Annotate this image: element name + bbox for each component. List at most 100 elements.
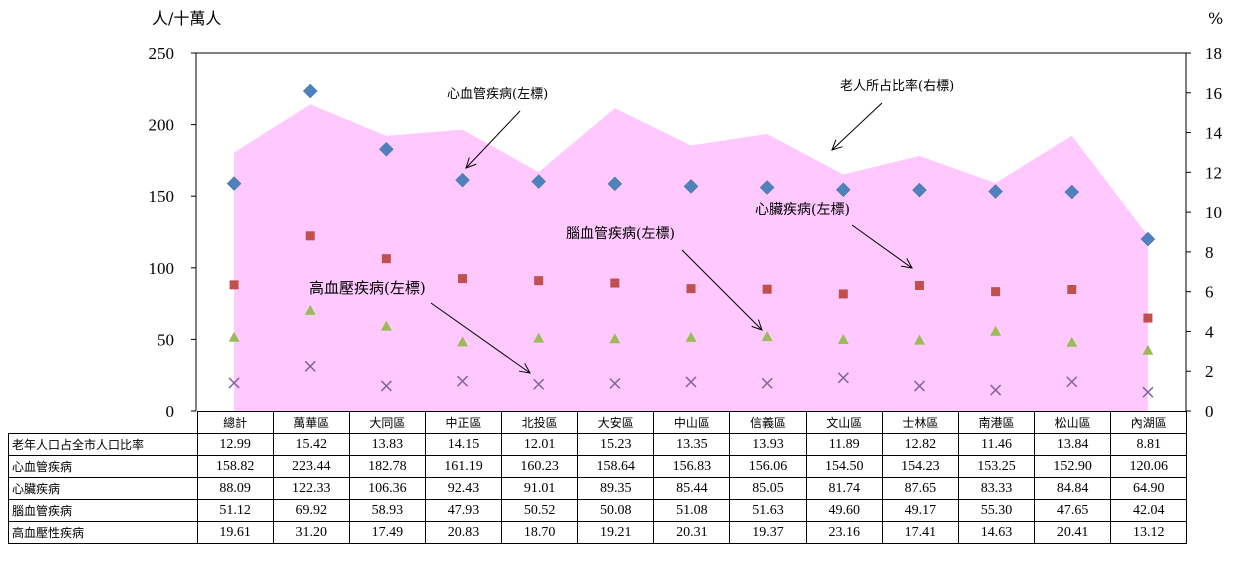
category-label: 士林區 (881, 411, 959, 434)
marker-square (838, 289, 848, 299)
data-cell: 15.23 (577, 433, 655, 456)
data-cell: 42.04 (1110, 499, 1188, 522)
marker-x (609, 377, 621, 390)
marker-diamond (988, 184, 1003, 199)
table-row: 高血壓性疾病 19.61 31.20 17.49 20.83 18.70 19.21 20.3… (8, 521, 1188, 544)
marker-diamond (379, 141, 394, 157)
right-tick-label: 16 (1205, 84, 1222, 103)
marker-x-stroke (1142, 386, 1154, 398)
data-cell: 12.99 (196, 433, 274, 456)
annotation-label: 腦血管疾病(左標) (566, 226, 675, 242)
marker-x (380, 380, 392, 392)
marker-diamond (607, 176, 623, 192)
marker-square (458, 274, 468, 284)
table-corner-cell (8, 411, 198, 434)
data-cell: 47.65 (1034, 499, 1112, 522)
marker-square (914, 280, 924, 290)
area-layer (234, 104, 1148, 412)
marker-triangle (761, 331, 773, 342)
annotation-label: 心血管疾病(左標) (447, 87, 548, 102)
marker-x (761, 377, 773, 389)
right-tick-label: 18 (1205, 44, 1222, 63)
marker-diamond (759, 180, 775, 195)
left-tick-label: 150 (149, 187, 175, 206)
table-row: 腦血管疾病 51.12 69.92 58.93 47.93 50.52 50.08 51.08… (8, 499, 1188, 522)
data-cell: 23.16 (805, 521, 883, 544)
annotation-label: 心臟疾病(左標) (755, 202, 850, 218)
data-cell: 120.06 (1110, 455, 1188, 478)
area-elderly-ratio (234, 104, 1148, 412)
marker-x (533, 378, 545, 390)
series-name-label: 腦血管疾病 (8, 499, 198, 522)
category-label: 中山區 (653, 411, 731, 434)
data-cell: 13.93 (729, 433, 807, 456)
data-cell: 11.46 (957, 433, 1036, 456)
data-cell: 20.83 (424, 521, 503, 544)
data-cell: 8.81 (1110, 433, 1188, 456)
right-tick-label: 8 (1205, 243, 1214, 262)
annotation-arrow (430, 302, 531, 374)
data-cell: 13.35 (653, 433, 731, 456)
category-label: 總計 (196, 411, 274, 434)
right-tick-label: 14 (1205, 124, 1223, 143)
data-cell: 50.52 (501, 499, 579, 522)
data-cell: 161.19 (424, 455, 503, 478)
arrow-shaft (851, 224, 913, 269)
data-cell: 154.23 (881, 455, 959, 478)
marker-x (913, 380, 925, 392)
table-row: 心血管疾病 158.82 223.44 182.78 161.19 160.23 158.6… (8, 455, 1188, 478)
data-cell: 87.65 (881, 477, 959, 500)
data-cell: 18.70 (501, 521, 579, 544)
data-cell: 122.33 (272, 477, 350, 500)
data-cell: 13.83 (348, 433, 426, 456)
marker-square (381, 254, 391, 264)
marker-x (990, 384, 1002, 396)
data-cell: 55.30 (957, 499, 1036, 522)
data-cell: 85.05 (729, 477, 807, 500)
marker-x-stroke (761, 377, 773, 389)
data-cell: 17.41 (881, 521, 959, 544)
marker-x (685, 376, 697, 388)
marker-x-stroke (913, 380, 925, 392)
marker-square (534, 276, 544, 286)
data-cell: 19.61 (196, 521, 274, 544)
data-cell: 58.93 (348, 499, 426, 522)
data-cell: 85.44 (653, 477, 731, 500)
left-unit-label: 人/十萬人 (152, 9, 221, 28)
data-cell: 15.42 (272, 433, 350, 456)
category-label: 文山區 (805, 411, 883, 434)
arrow-head (519, 363, 531, 374)
arrow-head (465, 157, 477, 169)
marker-square (610, 278, 620, 288)
marker-triangle (380, 320, 392, 331)
marker-diamond (1140, 231, 1156, 247)
marker-x (304, 360, 316, 372)
data-cell: 223.44 (272, 455, 350, 478)
marker-x-stroke (1066, 376, 1078, 388)
arrow-shaft (430, 302, 531, 374)
data-cell: 49.17 (881, 499, 959, 522)
arrow-head (901, 258, 913, 269)
marker-x (1142, 386, 1154, 398)
annotation-arrow (681, 249, 763, 331)
left-tick-label: 50 (157, 330, 174, 349)
marker-x-stroke (685, 376, 697, 388)
marker-x-stroke (533, 378, 545, 390)
annotation-layer: 心血管疾病(左標) 老人所占比率(右標) 心臟疾病(左標) 腦血管疾病(左標) 高血壓疾… (309, 78, 954, 374)
marker-x-stroke (457, 375, 469, 387)
data-cell: 92.43 (424, 477, 503, 500)
marker-triangle (304, 304, 316, 315)
annotation-arrow (465, 110, 521, 169)
category-label: 北投區 (501, 411, 579, 434)
marker-triangle (1066, 336, 1078, 347)
marker-square (1143, 313, 1153, 323)
data-cell: 13.84 (1034, 433, 1112, 456)
marker-x-stroke (228, 377, 240, 389)
data-cell: 154.50 (805, 455, 883, 478)
marker-square (762, 284, 772, 294)
data-cell: 69.92 (272, 499, 350, 522)
marker-x-stroke (304, 360, 316, 372)
annotation-arrow (831, 102, 883, 151)
series-name-label: 老年人口占全市人口比率 (8, 433, 198, 456)
table-header-row: 總計 萬華區 大同區 中正區 北投區 大安區 中山區 信義區 文山區 士林區 南港區 松山區 內湖區 (8, 411, 1188, 434)
